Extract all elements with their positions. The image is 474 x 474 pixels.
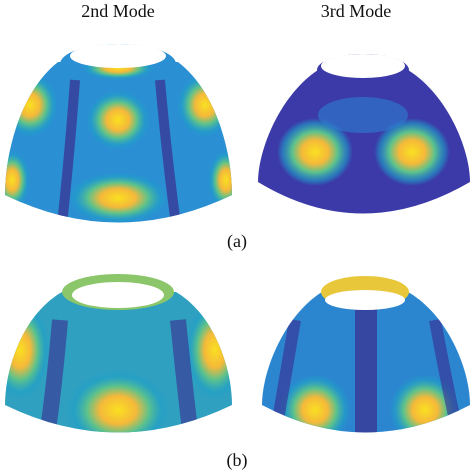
dome [5, 292, 232, 433]
panel-label: (b) [227, 450, 248, 471]
dome [258, 70, 470, 214]
panel-label: (a) [227, 231, 247, 252]
column-title: 2nd Mode [81, 1, 155, 21]
dome [262, 292, 470, 433]
column-title: 3rd Mode [321, 1, 392, 21]
dome [5, 62, 232, 223]
